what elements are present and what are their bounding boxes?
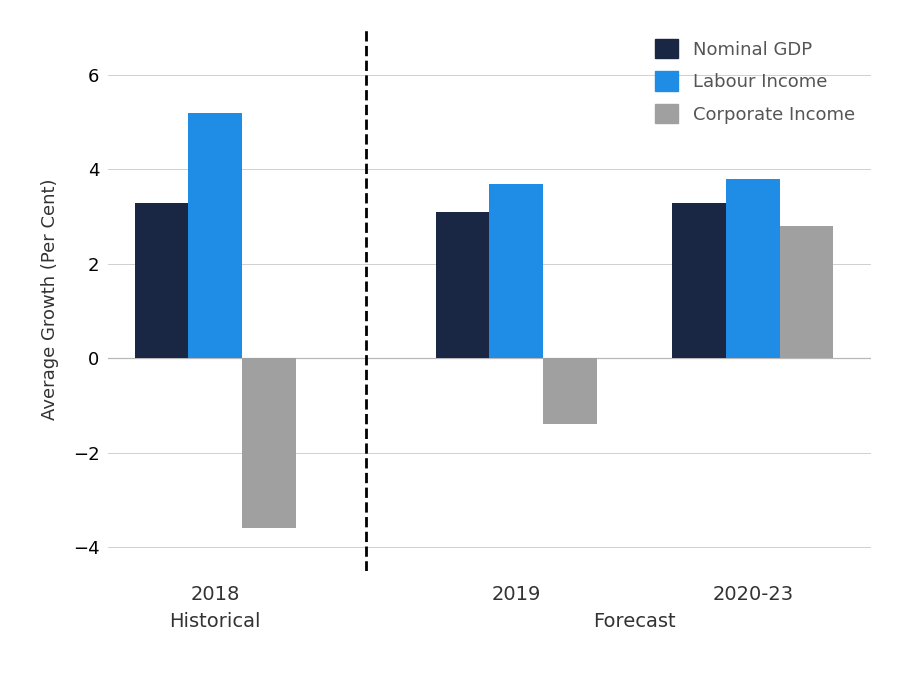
Bar [489,184,543,358]
Bar [673,203,726,358]
Legend: Nominal GDP, Labour Income, Corporate Income: Nominal GDP, Labour Income, Corporate In… [647,31,862,131]
Bar [189,113,242,358]
Bar [135,203,189,358]
Bar [543,358,597,425]
Bar [436,212,489,358]
Y-axis label: Average Growth (Per Cent): Average Growth (Per Cent) [41,179,59,420]
Text: Historical: Historical [170,612,261,631]
Text: Forecast: Forecast [594,612,676,631]
Bar [779,226,833,358]
Bar [242,358,296,528]
Bar [726,179,779,358]
